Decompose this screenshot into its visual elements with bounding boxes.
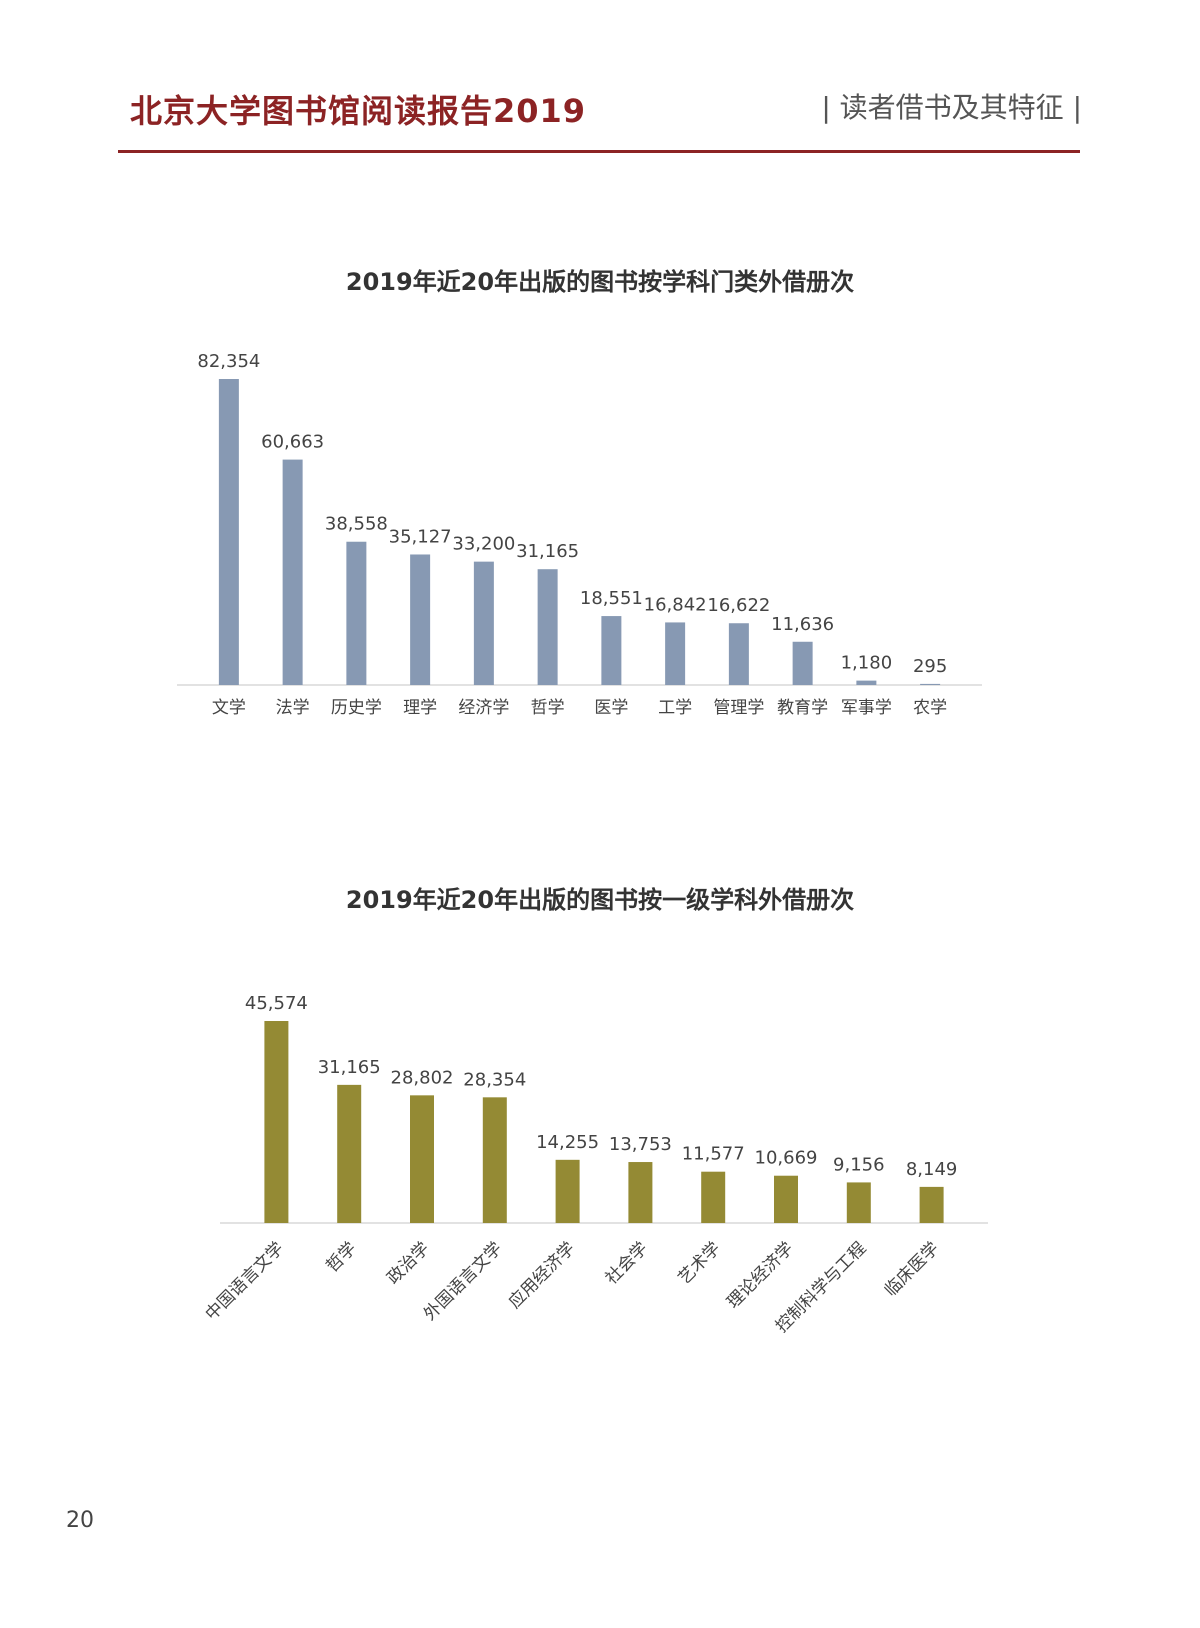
value-label-4: 28,354 — [463, 1069, 526, 1090]
value-label-8: 16,842 — [644, 594, 707, 615]
value-label-6: 13,753 — [609, 1134, 672, 1155]
page-number: 20 — [66, 1508, 94, 1533]
category-label-1: 中国语言文学 — [202, 1238, 288, 1324]
value-label-9: 16,622 — [707, 595, 770, 616]
category-label-1: 文学 — [212, 698, 246, 718]
bar-3 — [410, 1095, 434, 1223]
bar-9 — [728, 623, 749, 685]
bar-4 — [482, 1097, 507, 1223]
value-label-7: 11,577 — [682, 1144, 745, 1165]
bar-10 — [792, 641, 813, 685]
category-label-2: 哲学 — [323, 1238, 361, 1276]
bar-3 — [346, 541, 367, 685]
bar-9 — [846, 1182, 871, 1223]
category-label-12: 农学 — [913, 698, 947, 718]
bar-12 — [920, 683, 941, 685]
category-label-10: 教育学 — [777, 698, 828, 718]
value-label-5: 33,200 — [452, 534, 515, 555]
value-label-4: 35,127 — [389, 526, 452, 547]
category-label-6: 哲学 — [531, 698, 565, 718]
value-label-8: 10,669 — [755, 1148, 818, 1169]
report-title: 北京大学图书馆阅读报告2019 — [130, 92, 587, 130]
category-label-5: 经济学 — [458, 698, 509, 718]
value-label-5: 14,255 — [536, 1132, 599, 1153]
category-label-8: 理论经济学 — [723, 1238, 797, 1312]
bar-8 — [665, 622, 686, 685]
value-label-10: 8,149 — [906, 1159, 958, 1180]
bar-6 — [537, 569, 558, 685]
bar-6 — [628, 1162, 653, 1223]
bar-1 — [218, 379, 239, 685]
bar-4 — [410, 554, 431, 685]
value-label-9: 9,156 — [833, 1154, 885, 1175]
bar-8 — [774, 1175, 798, 1223]
category-label-7: 医学 — [594, 698, 628, 718]
value-label-1: 82,354 — [197, 351, 260, 372]
category-label-11: 军事学 — [841, 698, 892, 718]
section-title: | 读者借书及其特征 | — [821, 91, 1082, 124]
header-divider — [118, 150, 1080, 153]
bar-1 — [264, 1021, 289, 1223]
category-label-8: 工学 — [658, 698, 692, 718]
bar-11 — [856, 680, 877, 685]
bar-5 — [555, 1159, 580, 1223]
category-label-4: 理学 — [403, 698, 437, 718]
category-label-2: 法学 — [276, 698, 310, 718]
bar-2 — [337, 1084, 362, 1223]
bar-7 — [601, 616, 622, 685]
bar-5 — [473, 561, 494, 685]
category-label-3: 历史学 — [331, 698, 382, 718]
bar-10 — [919, 1186, 944, 1223]
category-label-10: 临床医学 — [881, 1238, 943, 1300]
value-label-3: 38,558 — [325, 514, 388, 535]
category-label-5: 应用经济学 — [505, 1238, 579, 1312]
value-label-1: 45,574 — [245, 993, 308, 1014]
category-label-6: 社会学 — [602, 1238, 652, 1288]
chart-1-title: 2019年近20年出版的图书按学科门类外借册次 — [345, 268, 855, 296]
value-label-6: 31,165 — [516, 541, 579, 562]
category-label-3: 政治学 — [383, 1238, 433, 1288]
chart-2-title: 2019年近20年出版的图书按一级学科外借册次 — [345, 886, 855, 914]
category-label-9: 管理学 — [713, 698, 764, 718]
bar-7 — [701, 1171, 726, 1223]
value-label-12: 295 — [913, 656, 947, 677]
value-label-3: 28,802 — [391, 1067, 454, 1088]
category-label-7: 艺术学 — [675, 1238, 725, 1288]
bar-2 — [282, 459, 303, 685]
chart-1-discipline-category: 82,354 文学 60,663 法学 38,558 历史学 35,127 理学 33,200 经… — [177, 351, 982, 718]
chart-2-first-level-discipline: 45,574 中国语言文学 31,165 哲学 28,802 政治学 28,354 外国语言文… — [202, 993, 988, 1337]
value-label-7: 18,551 — [580, 588, 643, 609]
value-label-11: 1,180 — [841, 653, 893, 674]
category-label-4: 外国语言文学 — [420, 1238, 506, 1324]
value-label-2: 31,165 — [318, 1057, 381, 1078]
value-label-2: 60,663 — [261, 432, 324, 453]
value-label-10: 11,636 — [771, 614, 834, 635]
